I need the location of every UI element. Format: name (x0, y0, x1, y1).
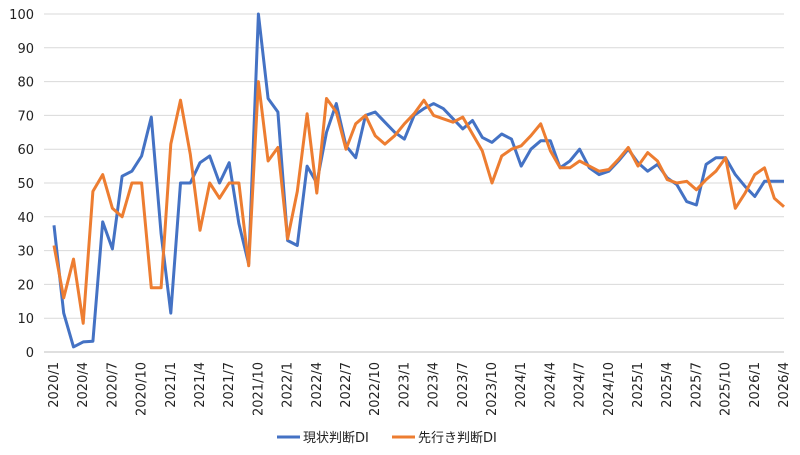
x-tick-label: 2025/10 (719, 362, 734, 416)
y-tick-label: 0 (26, 346, 34, 361)
x-tick-label: 2026/4 (777, 362, 792, 408)
x-tick-label: 2024/7 (573, 362, 588, 408)
x-tick-label: 2020/1 (47, 362, 62, 408)
x-tick-label: 2026/1 (748, 362, 763, 408)
y-axis: 0 10 20 30 40 50 60 70 80 90 100 (9, 8, 34, 361)
y-tick-label: 90 (17, 42, 34, 57)
x-tick-label: 2022/1 (281, 362, 296, 408)
legend: 現状判断DI 先行き判断DI (277, 431, 497, 446)
x-axis: 2020/1 2020/4 2020/7 2020/10 2021/1 2021/4 202… (47, 362, 792, 416)
x-tick-label: 2024/4 (543, 362, 558, 408)
y-tick-label: 100 (9, 8, 34, 23)
y-tick-label: 50 (17, 177, 34, 192)
x-tick-label: 2021/1 (164, 362, 179, 408)
x-tick-label: 2023/10 (485, 362, 500, 416)
x-tick-label: 2023/4 (427, 362, 442, 408)
x-tick-label: 2024/10 (602, 362, 617, 416)
y-tick-label: 30 (17, 245, 34, 260)
x-tick-label: 2021/10 (251, 362, 266, 416)
x-tick-label: 2025/4 (660, 362, 675, 408)
x-tick-label: 2023/7 (456, 362, 471, 408)
y-tick-label: 60 (17, 143, 34, 158)
legend-label-outlook: 先行き判断DI (418, 431, 497, 446)
series-lines (52, 12, 785, 349)
y-tick-label: 70 (17, 109, 34, 124)
x-tick-label: 2022/10 (368, 362, 383, 416)
x-tick-label: 2020/10 (135, 362, 150, 416)
legend-label-current: 現状判断DI (303, 431, 369, 446)
x-tick-label: 2024/1 (514, 362, 529, 408)
y-tick-label: 40 (17, 211, 34, 226)
x-tick-label: 2021/7 (222, 362, 237, 408)
x-tick-label: 2023/1 (397, 362, 412, 408)
x-tick-label: 2022/7 (339, 362, 354, 408)
x-tick-label: 2025/1 (631, 362, 646, 408)
series-line-current (52, 12, 784, 349)
y-tick-label: 10 (17, 312, 34, 327)
x-tick-label: 2020/7 (105, 362, 120, 408)
x-tick-label: 2020/4 (76, 362, 91, 408)
x-tick-label: 2025/7 (689, 362, 704, 408)
y-tick-label: 20 (17, 278, 34, 293)
x-tick-label: 2022/4 (310, 362, 325, 408)
series-line-outlook (52, 80, 785, 325)
x-tick-label: 2021/4 (193, 362, 208, 408)
y-tick-label: 80 (17, 76, 34, 91)
